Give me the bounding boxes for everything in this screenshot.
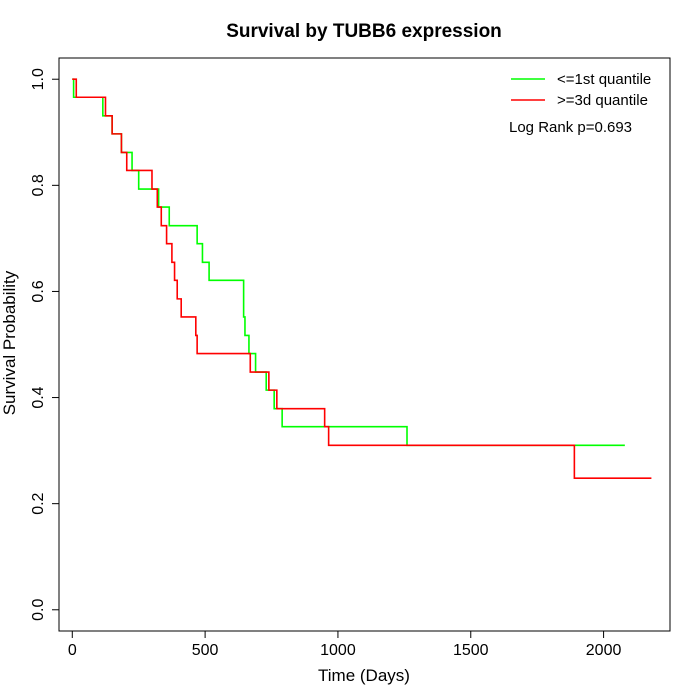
legend-label: <=1st quantile (557, 71, 651, 88)
x-tick-label: 1000 (320, 642, 356, 659)
y-tick-label: 0.0 (30, 599, 47, 621)
log-rank-annotation: Log Rank p=0.693 (509, 119, 632, 136)
y-tick-label: 0.2 (30, 492, 47, 514)
y-tick-label: 0.4 (30, 386, 47, 408)
x-tick-label: 0 (68, 642, 77, 659)
y-tick-label: 0.6 (30, 280, 47, 302)
x-tick-label: 2000 (586, 642, 622, 659)
x-tick-label: 1500 (453, 642, 489, 659)
x-axis: 0 500 1000 1500 2000 (68, 630, 622, 659)
legend: <=1st quantile >=3d quantile (511, 71, 651, 109)
x-axis-title: Time (Days) (318, 666, 410, 685)
y-axis-title: Survival Probability (0, 270, 19, 415)
x-tick-label: 500 (192, 642, 219, 659)
plot-frame (58, 57, 671, 632)
y-tick-label: 1.0 (30, 68, 47, 90)
series-layer (72, 78, 652, 479)
y-axis: 0.0 0.2 0.4 0.6 0.8 1.0 (30, 68, 60, 621)
y-tick-label: 0.8 (30, 174, 47, 196)
legend-label: >=3d quantile (557, 92, 648, 109)
series-high-quantile-line (72, 78, 652, 479)
chart-title: Survival by TUBB6 expression (226, 21, 502, 42)
